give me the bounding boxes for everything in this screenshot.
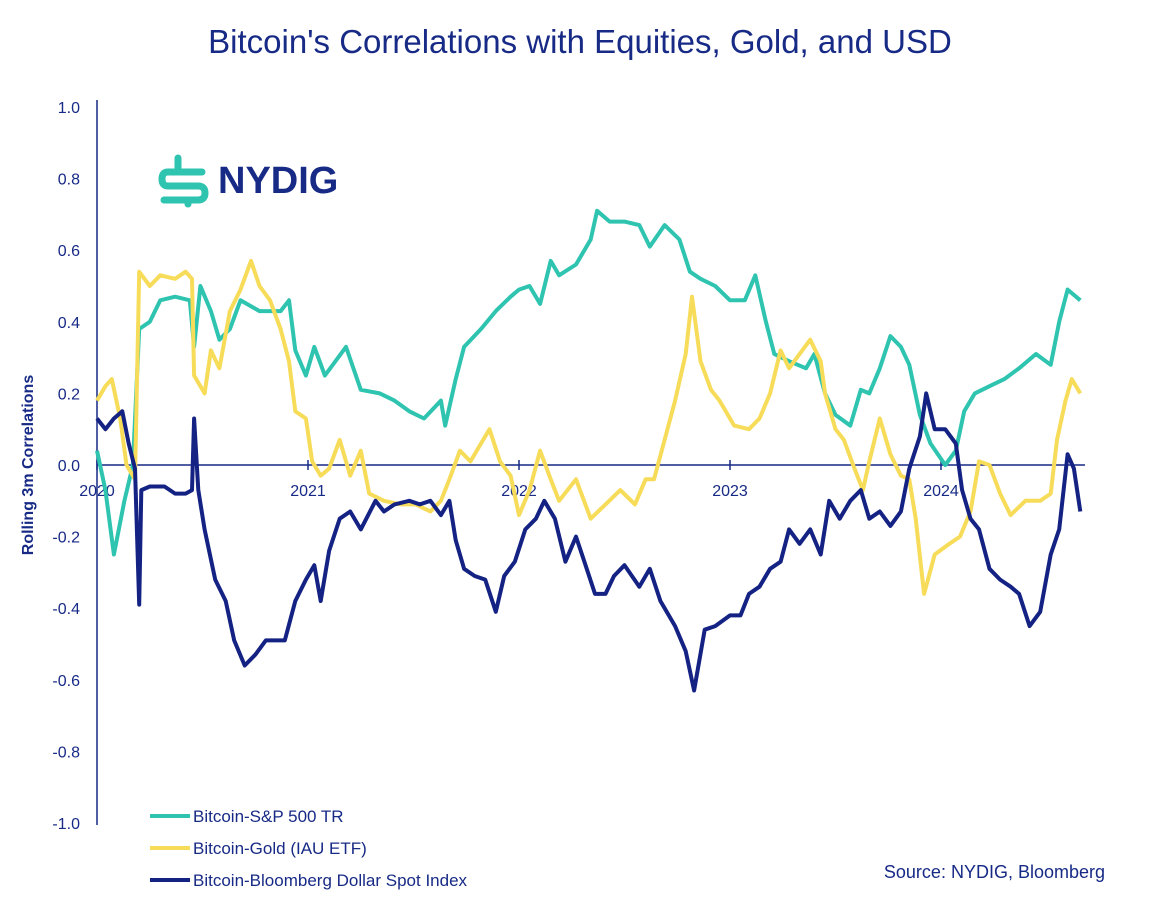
series-line-1: [95, 258, 1083, 596]
legend-label: Bitcoin-Bloomberg Dollar Spot Index: [193, 871, 468, 890]
y-tick-label: 0.0: [58, 458, 80, 475]
x-tick-label: 2023: [712, 483, 748, 500]
legend-item: Bitcoin-S&P 500 TR: [150, 807, 344, 826]
legend-item: Bitcoin-Gold (IAU ETF): [150, 839, 367, 858]
legend-label: Bitcoin-Gold (IAU ETF): [193, 839, 367, 858]
y-axis-label: Rolling 3m Correlations: [20, 375, 37, 556]
y-tick-label: -0.6: [52, 673, 80, 690]
legend: Bitcoin-S&P 500 TR Bitcoin-Gold (IAU ETF)…: [150, 807, 468, 890]
y-tick-label: 0.4: [58, 315, 80, 332]
y-tick-label: -0.4: [52, 601, 80, 618]
series-lines: [95, 208, 1083, 693]
nydig-logo: NYDIG: [158, 154, 338, 208]
series-line-0: [95, 208, 1082, 557]
nydig-logo-text: NYDIG: [218, 160, 338, 202]
legend-label: Bitcoin-S&P 500 TR: [193, 807, 344, 826]
nydig-logo-mark: [158, 154, 209, 208]
source-note: Source: NYDIG, Bloomberg: [884, 862, 1105, 882]
x-tick-label: 2021: [290, 483, 326, 500]
chart-title: Bitcoin's Correlations with Equities, Go…: [208, 23, 952, 60]
x-tick-label: 2024: [923, 483, 959, 500]
y-tick-label: -0.8: [52, 744, 80, 761]
x-tick-labels: 2020 2021 2022 2023 2024: [79, 460, 959, 500]
y-tick-label: 0.8: [58, 172, 80, 189]
y-tick-label: -0.2: [52, 530, 80, 547]
y-tick-label: -1.0: [52, 816, 80, 833]
y-tick-labels: 1.0 0.8 0.6 0.4 0.2 0.0 -0.2 -0.4 -0.6 -0.8 -1.0: [52, 100, 80, 833]
y-tick-label: 0.2: [58, 386, 80, 403]
legend-item: Bitcoin-Bloomberg Dollar Spot Index: [150, 871, 468, 890]
x-tick-label: 2020: [79, 483, 115, 500]
y-tick-label: 0.6: [58, 243, 80, 260]
series-line-2: [95, 391, 1083, 693]
y-tick-label: 1.0: [58, 100, 80, 117]
